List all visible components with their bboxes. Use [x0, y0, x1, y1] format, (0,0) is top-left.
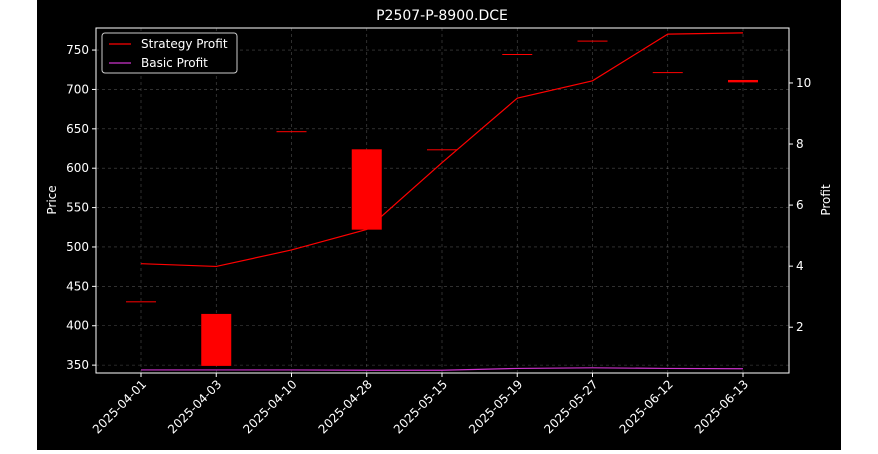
y-tick-label-left: 500: [66, 240, 89, 254]
candle: [427, 149, 457, 151]
legend: Strategy Profit Basic Profit: [101, 32, 238, 74]
candle: [728, 79, 758, 83]
y-tick-label-right: 4: [796, 259, 804, 273]
legend-label-strategy-profit: Strategy Profit: [141, 37, 228, 51]
legend-label-basic-profit: Basic Profit: [141, 56, 208, 70]
y-tick-label-right: 8: [796, 137, 804, 151]
candle: [201, 313, 232, 366]
y-tick-label-right: 6: [796, 198, 804, 212]
y-tick-label-right: 10: [796, 76, 811, 90]
y-tick-label-left: 400: [66, 319, 89, 333]
legend-box: [101, 32, 238, 74]
y-tick-label-left: 450: [66, 279, 89, 293]
y-tick-label-left: 700: [66, 82, 89, 96]
y-tick-label-left: 600: [66, 161, 89, 175]
candle: [351, 149, 382, 230]
y-tick-label-left: 750: [66, 43, 89, 57]
y-tick-label-right: 2: [796, 320, 804, 334]
profit-lines: [140, 32, 744, 371]
candle: [126, 301, 156, 303]
candle: [652, 72, 683, 74]
y-axis-right: 2 4 6 8 10: [789, 76, 811, 334]
candle: [502, 53, 533, 55]
y-tick-label-left: 650: [66, 122, 89, 136]
y-axis-left-label: Price: [45, 185, 59, 214]
chart-background: [37, 0, 841, 450]
y-axis-left: 350 400 450 500 550 600 650 700 750: [66, 43, 96, 372]
candles: [126, 40, 758, 366]
series-line-strategy-profit: [140, 32, 744, 268]
y-tick-label-left: 350: [66, 358, 89, 372]
y-tick-label-left: 550: [66, 201, 89, 215]
candle: [577, 40, 608, 42]
series-line-basic-profit: [141, 367, 744, 371]
y-axis-right-label: Profit: [819, 184, 833, 216]
candle: [276, 131, 307, 133]
chart-title: P2507-P-8900.DCE: [376, 8, 508, 24]
